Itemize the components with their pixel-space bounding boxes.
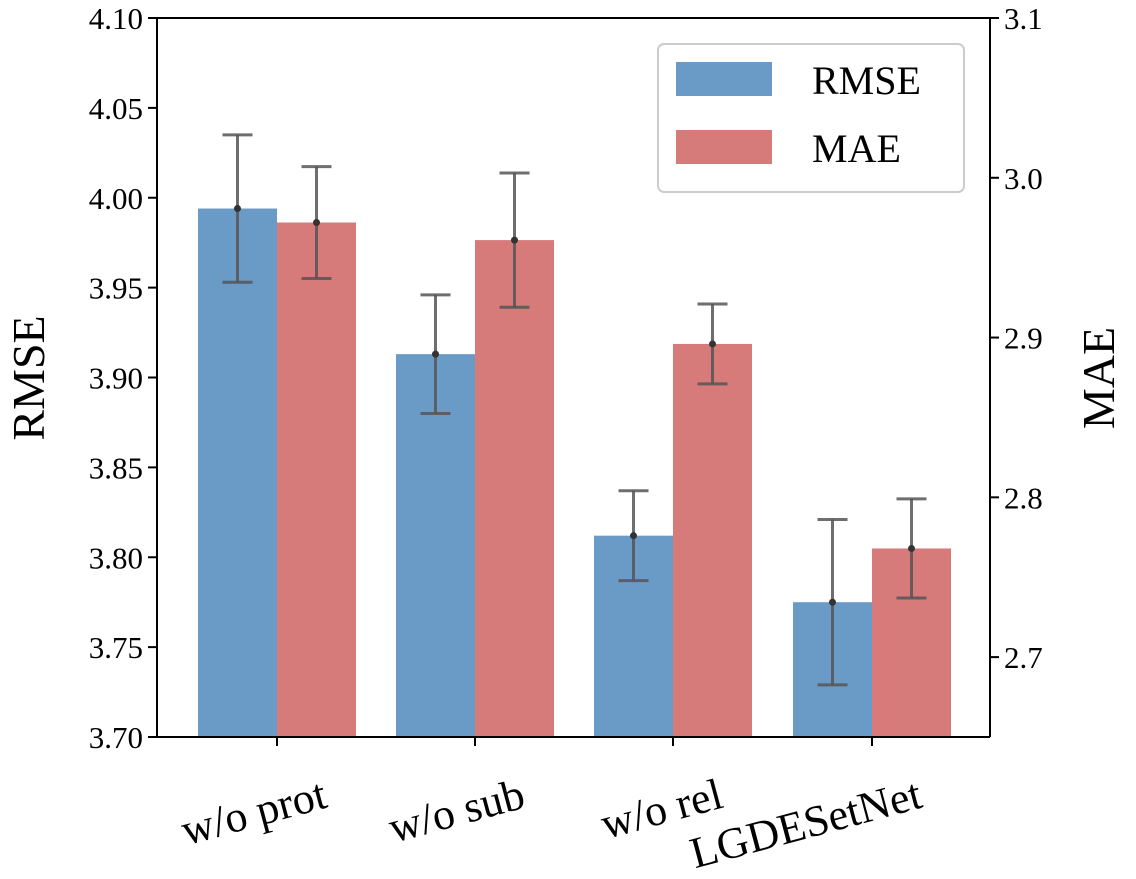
error-bar-mae-lgdesetnet [896, 497, 927, 600]
bars-layer [198, 208, 951, 737]
right-tick-label: 3.1 [1004, 1, 1043, 36]
left-tick-label: 3.90 [89, 361, 143, 396]
left-tick-label: 4.05 [89, 91, 143, 126]
error-bar-mean-dot [630, 532, 637, 540]
x-tick-label-w-o-prot: w/o prot [176, 769, 332, 855]
left-tick-label: 3.70 [89, 720, 143, 755]
error-bar-mae-w-o-prot [301, 165, 332, 280]
error-bar-rmse-w-o-sub [420, 293, 451, 415]
error-bar-mean-dot [313, 219, 320, 227]
legend: RMSE MAE [657, 43, 965, 193]
error-bar-mean-dot [709, 340, 716, 348]
bar-mae-w-o-sub [475, 240, 554, 737]
left-tick-label: 4.00 [89, 181, 143, 216]
bar-mae-w-o-prot [277, 222, 356, 737]
error-bar-rmse-w-o-rel [618, 489, 649, 583]
bar-rmse-w-o-prot [198, 208, 277, 737]
left-tick-label: 3.75 [89, 630, 143, 665]
error-bar-mean-dot [432, 350, 439, 358]
error-bar-mean-dot [908, 544, 915, 552]
left-tick-label: 3.85 [89, 450, 143, 485]
left-tick-label: 3.95 [89, 271, 143, 306]
error-bar-rmse-w-o-prot [222, 133, 253, 284]
right-tick-label: 2.9 [1004, 321, 1043, 356]
error-bar-mae-w-o-sub [499, 171, 530, 309]
right-tick-label: 2.8 [1004, 480, 1043, 515]
x-tick-label-w-o-sub: w/o sub [383, 769, 529, 852]
error-bar-mae-w-o-rel [697, 302, 728, 386]
error-bars-layer [222, 133, 927, 687]
error-bar-mean-dot [829, 598, 836, 606]
error-bar-rmse-lgdesetnet [817, 518, 848, 687]
error-bar-mean-dot [511, 236, 518, 244]
left-axis-title: RMSE [3, 315, 54, 440]
left-y-ticks: 3.70 3.75 3.80 3.85 3.90 3.95 4.00 4.05 4.10 [89, 1, 157, 755]
error-bar-mean-dot [234, 205, 241, 213]
left-tick-label: 4.10 [89, 1, 143, 36]
bar-rmse-w-o-sub [396, 354, 475, 737]
legend-swatch-mae [676, 130, 772, 164]
legend-label-mae: MAE [812, 126, 901, 171]
legend-label-rmse: RMSE [812, 58, 921, 103]
right-axis-title: MAE [1073, 327, 1124, 429]
left-tick-label: 3.80 [89, 540, 143, 575]
axes-frame [156, 17, 991, 738]
x-tick-label-lgdesetnet: LGDESetNet [685, 769, 927, 878]
right-tick-label: 3.0 [1004, 161, 1043, 196]
bar-mae-w-o-rel [673, 343, 752, 737]
legend-swatch-rmse [676, 62, 772, 96]
right-y-ticks: 2.7 2.8 2.9 3.0 3.1 [990, 1, 1043, 675]
right-tick-label: 2.7 [1004, 640, 1043, 675]
